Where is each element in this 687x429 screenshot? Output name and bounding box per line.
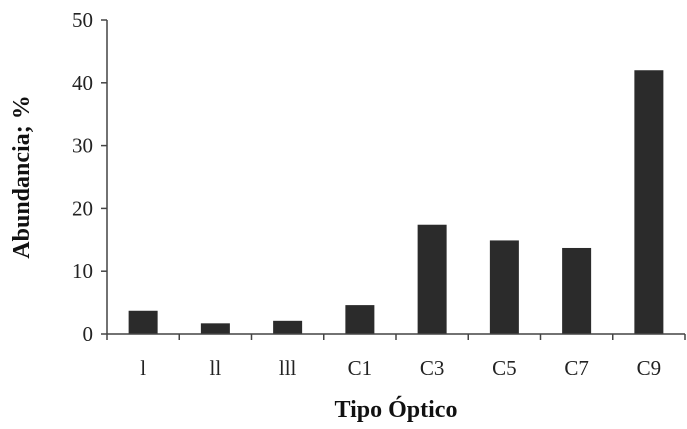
bars bbox=[128, 70, 664, 335]
x-tick-label: C5 bbox=[492, 356, 517, 380]
y-tick-label: 20 bbox=[72, 196, 93, 220]
y-axis-title: Abundancia; % bbox=[9, 95, 35, 258]
bar-C9 bbox=[634, 70, 664, 335]
bar-l bbox=[128, 310, 158, 334]
bar-C1 bbox=[345, 305, 375, 334]
x-axis-title: Tipo Óptico bbox=[335, 396, 458, 423]
x-tick-label: C9 bbox=[637, 356, 662, 380]
bar-C5 bbox=[489, 240, 519, 334]
y-axis-ticks: 0 10 20 30 40 50 bbox=[72, 8, 107, 346]
x-tick-label: ll bbox=[210, 356, 222, 380]
y-tick-label: 30 bbox=[72, 134, 93, 158]
y-tick-label: 0 bbox=[83, 322, 94, 346]
x-tick-label: C1 bbox=[348, 356, 373, 380]
bar-C3 bbox=[417, 224, 447, 334]
x-tick-label: lll bbox=[279, 356, 297, 380]
x-tick-label: C7 bbox=[564, 356, 589, 380]
bar-lll bbox=[273, 320, 303, 334]
x-axis-ticks: l ll lll C1 C3 C5 C7 C9 bbox=[106, 334, 686, 380]
y-tick-label: 50 bbox=[72, 8, 93, 32]
x-tick-label: C3 bbox=[420, 356, 445, 380]
x-tick-label: l bbox=[140, 356, 146, 380]
bar-ll bbox=[200, 323, 230, 334]
bar-C7 bbox=[562, 247, 592, 334]
y-tick-label: 10 bbox=[72, 259, 93, 283]
y-tick-label: 40 bbox=[72, 71, 93, 95]
